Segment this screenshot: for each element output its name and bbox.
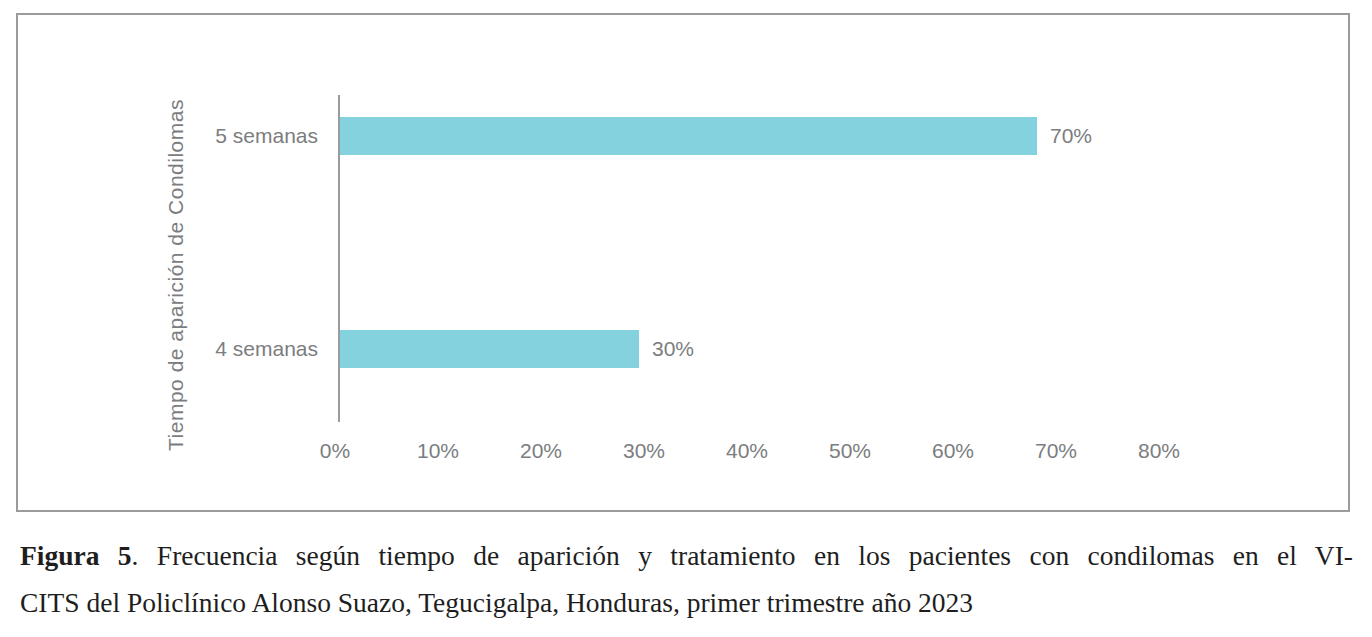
x-tick-label: 20% [520, 439, 562, 463]
figure-number-label: Figura 5 [20, 540, 132, 571]
figure-page: Tiempo de aparición de Condilomas 5 sema… [0, 0, 1372, 637]
bar [340, 117, 1037, 155]
bar-value-label: 30% [652, 337, 694, 361]
x-tick-label: 40% [726, 439, 768, 463]
x-tick-label: 10% [417, 439, 459, 463]
bar-value-label: 70% [1050, 124, 1092, 148]
x-tick-label: 30% [623, 439, 665, 463]
x-tick-label: 50% [829, 439, 871, 463]
bar-row: 70% [340, 117, 1092, 155]
bar-chart: Tiempo de aparición de Condilomas 5 sema… [16, 13, 1350, 512]
bar-row: 30% [340, 330, 694, 368]
figure-caption-text: . Frecuencia según tiempo de aparición y… [132, 540, 1353, 571]
figure-caption-line1: Figura 5. Frecuencia según tiempo de apa… [20, 532, 1353, 579]
x-tick-label: 60% [932, 439, 974, 463]
category-label: 5 semanas [18, 117, 318, 155]
figure-caption-line2: CITS del Policlínico Alonso Suazo, Teguc… [20, 579, 1353, 626]
bar [340, 330, 639, 368]
x-tick-label: 80% [1138, 439, 1180, 463]
figure-caption: Figura 5. Frecuencia según tiempo de apa… [20, 532, 1353, 626]
category-label: 4 semanas [18, 330, 318, 368]
x-tick-label: 70% [1035, 439, 1077, 463]
x-tick-label: 0% [320, 439, 350, 463]
